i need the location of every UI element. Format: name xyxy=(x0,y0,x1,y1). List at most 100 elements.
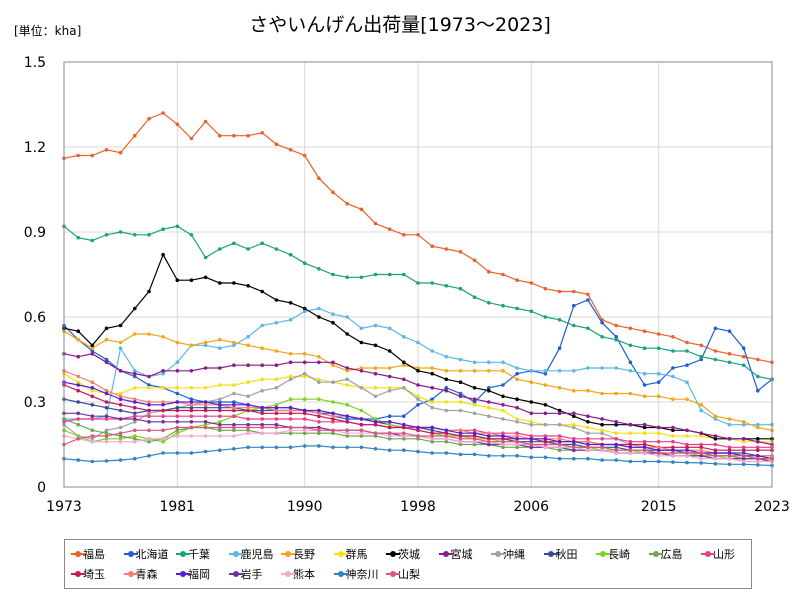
data-point xyxy=(302,371,307,376)
data-point xyxy=(203,400,208,404)
data-point xyxy=(543,403,548,407)
data-point xyxy=(175,224,180,229)
data-point xyxy=(572,422,576,427)
data-point xyxy=(260,323,265,328)
data-point xyxy=(203,408,208,413)
data-point xyxy=(515,371,519,376)
data-point xyxy=(288,252,293,257)
data-point xyxy=(288,377,293,382)
data-point xyxy=(76,354,80,359)
y-tick-label: 1.2 xyxy=(24,140,46,156)
data-point xyxy=(387,434,392,438)
data-point xyxy=(685,451,689,455)
data-point xyxy=(118,425,123,430)
data-point xyxy=(430,405,435,410)
data-point xyxy=(76,374,80,379)
data-point xyxy=(430,244,435,248)
data-point xyxy=(487,439,491,444)
data-point xyxy=(501,431,505,436)
data-point xyxy=(133,397,137,402)
data-point xyxy=(147,428,151,433)
data-point xyxy=(614,448,618,453)
data-point xyxy=(260,445,265,450)
data-point xyxy=(529,455,534,460)
data-point xyxy=(741,420,746,424)
data-point xyxy=(586,456,590,461)
data-point xyxy=(543,315,548,319)
data-point xyxy=(288,301,293,305)
data-point xyxy=(175,340,180,345)
data-point xyxy=(600,320,604,325)
data-point xyxy=(161,400,165,404)
data-point xyxy=(175,420,180,424)
data-point xyxy=(741,448,746,453)
legend-marker xyxy=(491,551,505,557)
data-point xyxy=(430,434,435,438)
data-point xyxy=(416,233,420,237)
grid-lines xyxy=(63,61,773,488)
data-point xyxy=(586,442,590,447)
data-point xyxy=(203,343,208,348)
legend-marker xyxy=(438,551,453,557)
data-point xyxy=(671,335,675,339)
data-point xyxy=(557,434,562,438)
data-point xyxy=(317,431,321,436)
data-point xyxy=(741,437,746,441)
data-point xyxy=(133,417,137,421)
data-point xyxy=(260,388,265,393)
data-point xyxy=(232,391,236,396)
data-point xyxy=(444,369,449,373)
data-point xyxy=(671,428,675,433)
data-point xyxy=(76,437,80,441)
legend-label: 埼玉 xyxy=(83,568,105,581)
data-point xyxy=(487,442,491,447)
data-point xyxy=(685,442,689,447)
data-point xyxy=(501,437,505,441)
data-point xyxy=(600,445,604,450)
data-point xyxy=(458,452,463,457)
data-point xyxy=(614,458,618,462)
data-point xyxy=(133,434,137,438)
data-point xyxy=(288,428,293,433)
data-point xyxy=(515,366,519,370)
data-point xyxy=(203,255,208,260)
data-point xyxy=(147,420,151,424)
data-point xyxy=(430,439,435,444)
data-point xyxy=(359,434,364,438)
data-point xyxy=(713,448,718,453)
data-point xyxy=(147,437,151,441)
data-point xyxy=(232,405,236,410)
data-point xyxy=(543,411,548,416)
data-point xyxy=(557,448,562,453)
data-point xyxy=(118,458,123,462)
legend-marker xyxy=(386,551,400,557)
data-point xyxy=(543,371,548,376)
data-point xyxy=(133,233,137,237)
data-point xyxy=(628,326,633,331)
data-point xyxy=(161,439,165,444)
data-point xyxy=(741,354,746,359)
data-point xyxy=(317,444,321,448)
data-point xyxy=(487,454,491,458)
data-point xyxy=(671,445,675,450)
data-point xyxy=(487,388,491,393)
data-point xyxy=(246,408,250,413)
data-point xyxy=(104,360,109,365)
data-point xyxy=(260,417,265,421)
data-point xyxy=(402,437,406,441)
data-point xyxy=(699,456,703,461)
data-point xyxy=(331,190,335,195)
legend: 福島 北海道 千葉 鹿児島 長野 群馬 茨城 宮城 沖縄 秋田 長崎 広島 山形 埼玉 青森 福岡 岩手 熊本 神奈… xyxy=(64,539,752,589)
data-point xyxy=(203,414,208,419)
data-point xyxy=(756,374,760,379)
data-point xyxy=(331,417,335,421)
data-point xyxy=(416,428,420,433)
legend-item: 福岡 xyxy=(176,566,210,582)
data-point xyxy=(387,420,392,424)
data-point xyxy=(133,405,137,410)
legend-marker xyxy=(701,551,715,557)
data-point xyxy=(260,405,265,410)
data-point xyxy=(260,289,265,294)
legend-item: 広島 xyxy=(648,546,683,562)
data-point xyxy=(203,275,208,280)
